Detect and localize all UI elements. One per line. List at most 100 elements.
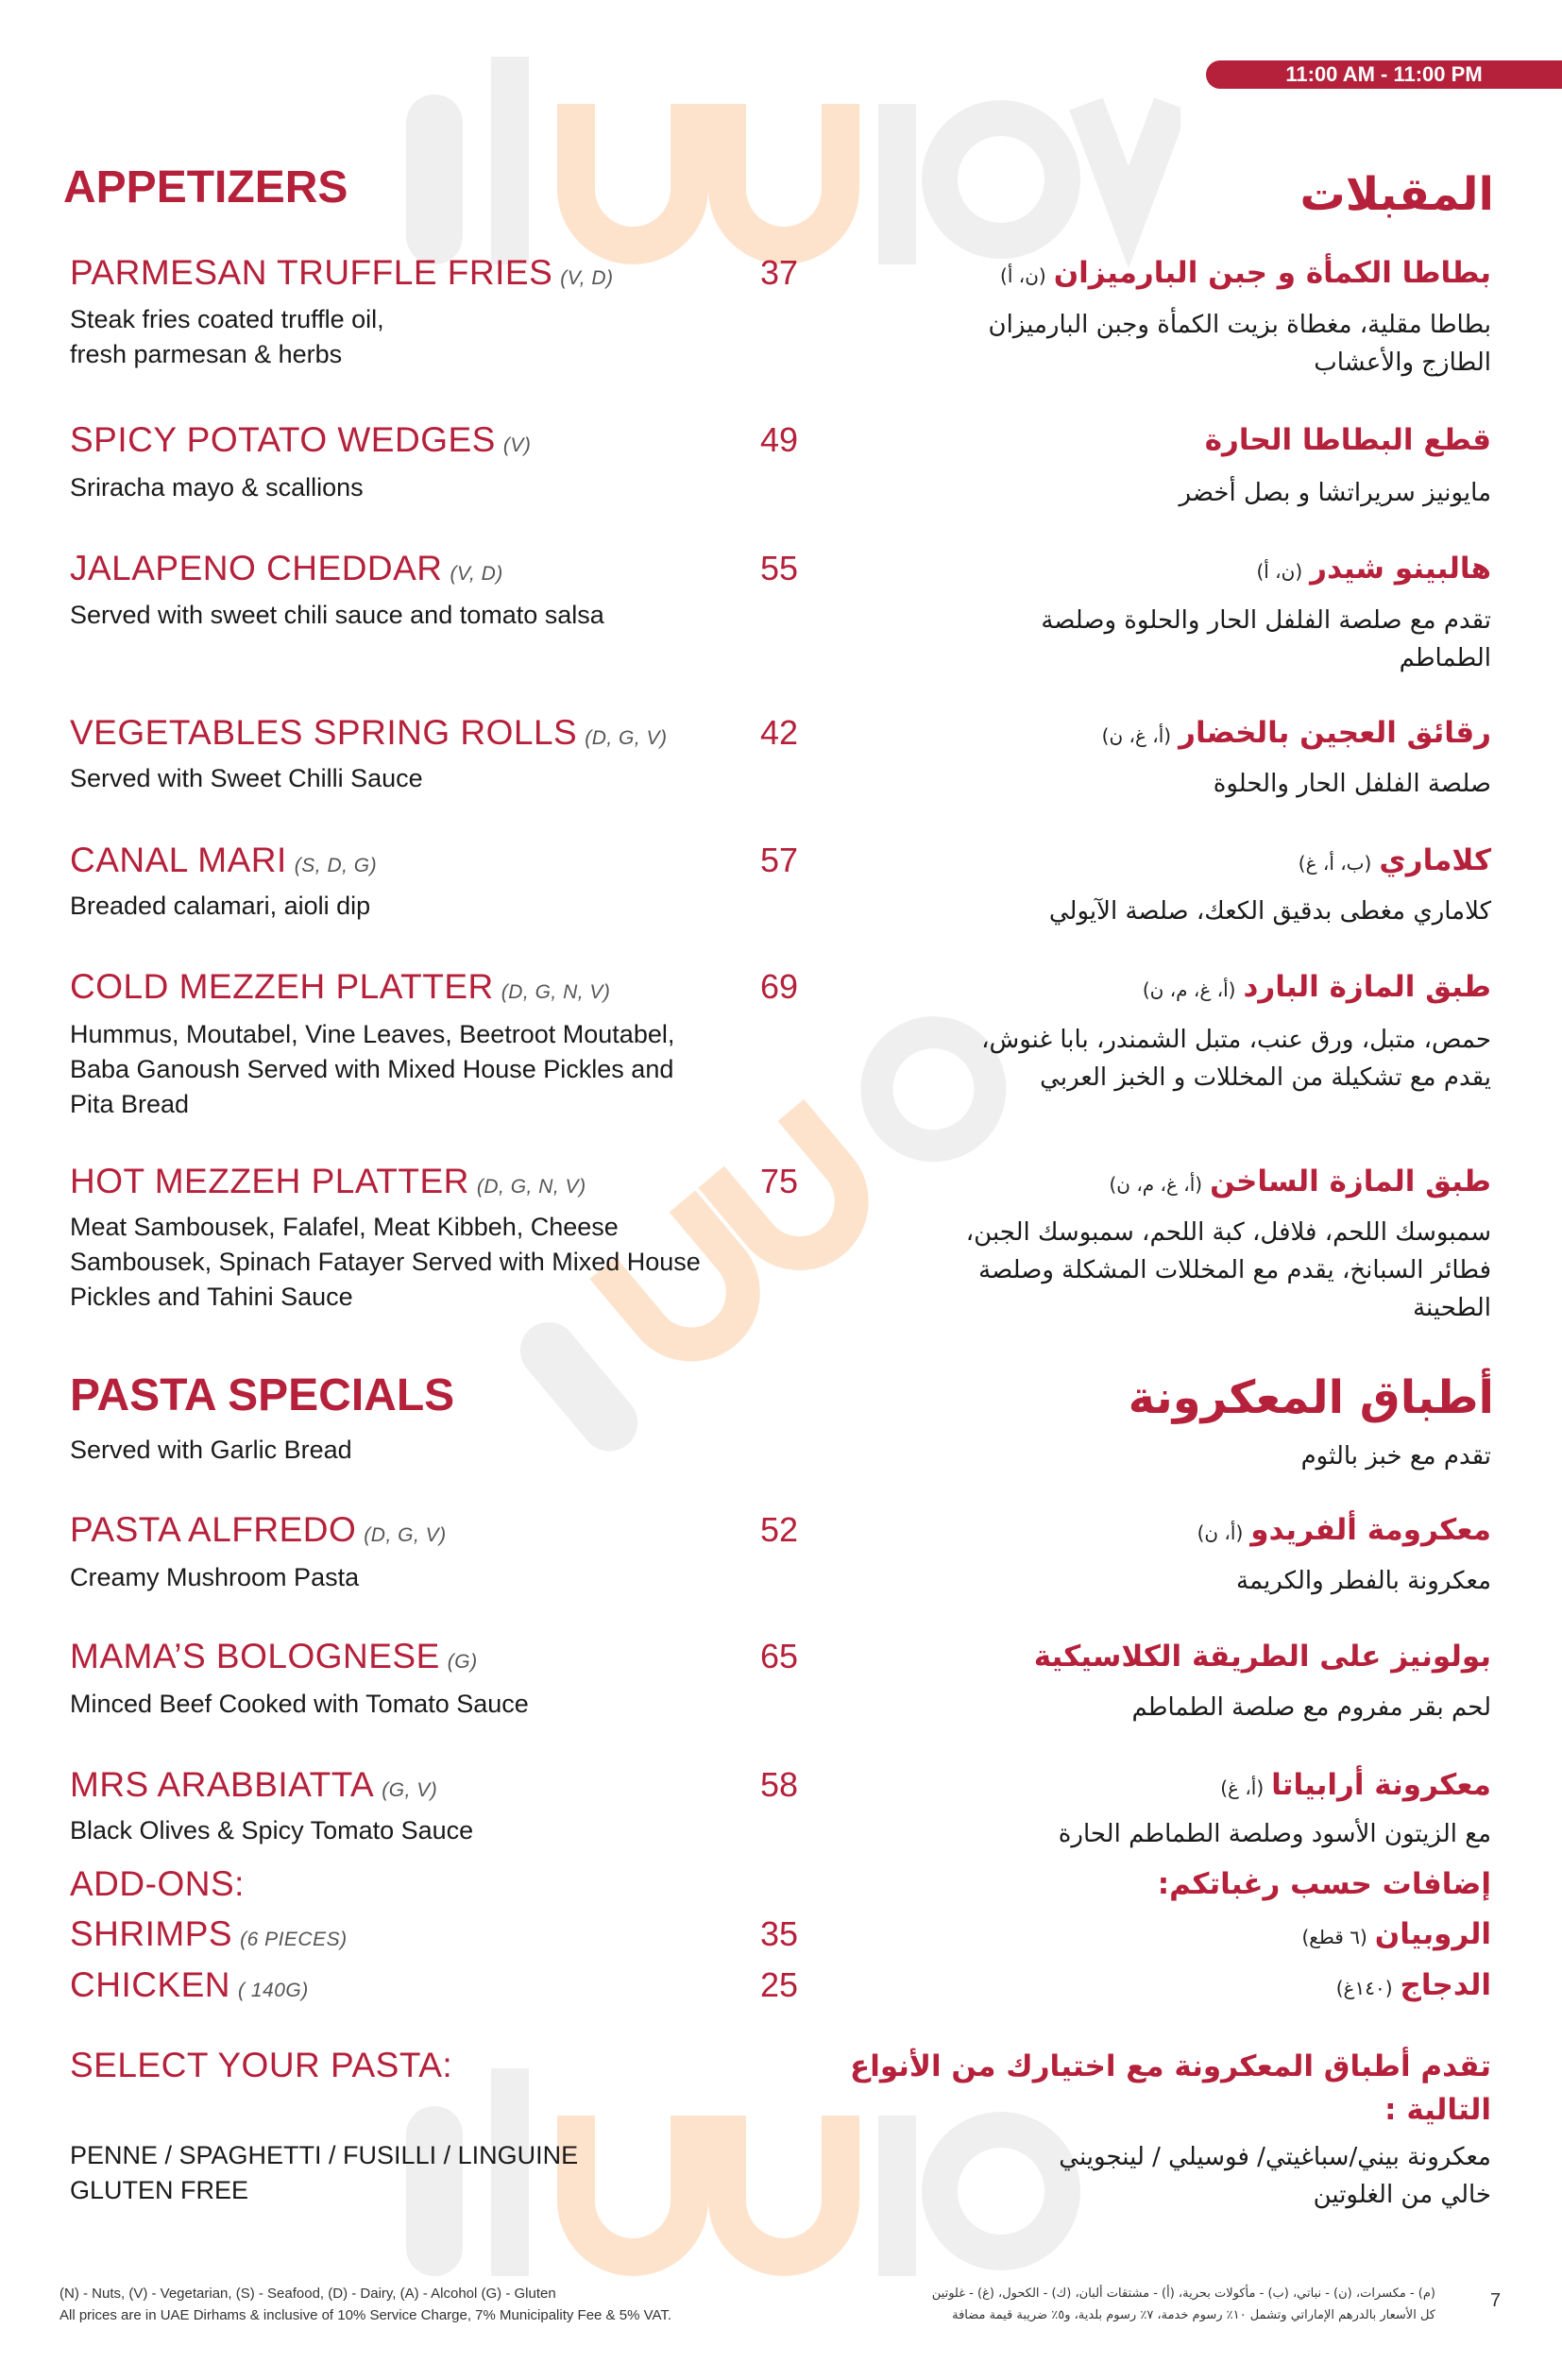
item-name-arabic: معكرونة أرابياتا (أ، غ) [1220, 1764, 1491, 1809]
item-description: Served with Sweet Chilli Sauce [70, 761, 423, 796]
item-description-arabic-line: فطائر السبانخ، يقدم مع المخللات المشكلة … [978, 1256, 1491, 1284]
dietary-tags: (D, G, V) [364, 1524, 447, 1546]
item-name-arabic-text: طبق المازة الساخن [1210, 1164, 1491, 1198]
footer-legend-arabic: (م) - مكسرات، (ن) - نباتي، (ب) - مأكولات… [932, 2283, 1435, 2326]
item-name-text: MAMA’S BOLOGNESE [70, 1637, 440, 1675]
item-description-arabic-line: بطاطا مقلية، مغطاة بزيت الكمأة وجبن البا… [988, 311, 1492, 339]
item-description-line: Minced Beef Cooked with Tomato Sauce [70, 1690, 529, 1718]
item-name-arabic-text: بطاطا الكمأة و جبن البارميزان [1053, 256, 1491, 290]
item-description: Black Olives & Spicy Tomato Sauce [70, 1813, 473, 1848]
item-name-arabic: بطاطا الكمأة و جبن البارميزان (ن، أ) [1000, 252, 1491, 297]
item-name-arabic: الروبيان (٦ قطع) [1301, 1913, 1491, 1958]
item-name-text: CHICKEN [70, 1965, 231, 2004]
pasta-option: GLUTEN FREE [70, 2176, 249, 2204]
item-description: Breaded calamari, aioli dip [70, 889, 370, 924]
item-description: Served with sweet chili sauce and tomato… [70, 598, 604, 633]
item-name-arabic: طبق المازة البارد (أ، غ، م، ن) [1143, 966, 1491, 1011]
item-description-line: Creamy Mushroom Pasta [70, 1563, 360, 1591]
item-name: MRS ARABBIATTA (G, V) [70, 1764, 437, 1811]
pasta-subtitle-arabic: تقدم مع خبز بالثوم [1300, 1442, 1491, 1470]
item-name-arabic-text: بولونيز على الطريقة الكلاسيكية [1033, 1640, 1491, 1674]
dietary-tags: (G) [447, 1651, 478, 1673]
item-description-line: Hummus, Moutabel, Vine Leaves, Beetroot … [70, 1020, 675, 1048]
item-name: HOT MEZZEH PLATTER (D, G, N, V) [70, 1161, 586, 1208]
item-description-arabic-line: الطحينة [1413, 1294, 1491, 1322]
item-description-arabic-line: صلصة الفلفل الحار والحلوة [1213, 770, 1491, 798]
item-description-line: Sriracha mayo & scallions [70, 473, 364, 502]
item-name-arabic-text: كلاماري [1379, 843, 1491, 877]
item-name-text: CANAL MARI [70, 841, 287, 879]
dietary-tags: (S, D, G) [294, 855, 378, 876]
item-name-arabic: الدجاج (١٤٠غ) [1336, 1964, 1491, 2009]
pasta-title: PASTA SPECIALS [70, 1370, 455, 1420]
item-description-arabic: معكرونة بالفطر والكريمة [1236, 1562, 1491, 1600]
item-price: 42 [759, 713, 798, 752]
addons-title-arabic: إضافات حسب رغباتكم: [1157, 1867, 1491, 1901]
item-name-arabic-text: هالبينو شيدر [1310, 552, 1491, 586]
item-name: COLD MEZZEH PLATTER (D, G, N, V) [70, 966, 610, 1013]
item-name: CHICKEN ( 140G) [70, 1964, 309, 2012]
item-name-arabic-text: الدجاج [1400, 1968, 1492, 2002]
dietary-tags-arabic: (أ، غ) [1220, 1776, 1265, 1799]
item-description-line: Pickles and Tahini Sauce [70, 1283, 353, 1311]
item-description-line: fresh parmesan & herbs [70, 340, 343, 368]
allergen-legend: (N) - Nuts, (V) - Vegetarian, (S) - Seaf… [59, 2286, 556, 2302]
dietary-tags: (D, G, N, V) [476, 1176, 586, 1198]
item-name-arabic: كلاماري (ب، أ، غ) [1299, 840, 1491, 884]
allergen-legend-arabic: (م) - مكسرات، (ن) - نباتي، (ب) - مأكولات… [931, 2286, 1435, 2301]
dietary-tags-arabic: (أ، غ، م، ن) [1109, 1173, 1203, 1196]
dietary-tags-arabic: (أ، ن) [1197, 1522, 1244, 1544]
item-name-text: PASTA ALFREDO [70, 1510, 357, 1549]
appetizers-title-arabic: المقبلات [1299, 168, 1494, 221]
item-description: Meat Sambousek, Falafel, Meat Kibbeh, Ch… [70, 1210, 701, 1315]
item-name: CANAL MARI (S, D, G) [70, 840, 377, 887]
item-name-arabic-text: معكرونة أرابياتا [1271, 1768, 1491, 1802]
item-name-text: PARMESAN TRUFFLE FRIES [70, 253, 553, 292]
page-number: 7 [1490, 2290, 1502, 2311]
dietary-tags: (G, V) [382, 1779, 438, 1801]
footer-legend: (N) - Nuts, (V) - Vegetarian, (S) - Seaf… [59, 2283, 671, 2326]
pasta-options: PENNE / SPAGHETTI / FUSILLI / LINGUINE G… [70, 2138, 578, 2208]
item-description-arabic: كلاماري مغطى بدقيق الكعك، صلصة الآيولي [1049, 892, 1491, 930]
addons-title: ADD-ONS: [70, 1864, 245, 1903]
item-price: 58 [759, 1765, 798, 1804]
item-description-line: Steak fries coated truffle oil, [70, 305, 384, 333]
item-description: Sriracha mayo & scallions [70, 470, 364, 505]
item-description: Hummus, Moutabel, Vine Leaves, Beetroot … [70, 1017, 674, 1122]
item-name-text: JALAPENO CHEDDAR [70, 549, 443, 587]
item-description-line: Served with sweet chili sauce and tomato… [70, 601, 604, 629]
item-description-line: Pita Bread [70, 1090, 190, 1118]
pasta-option-arabic: معكرونة بيني/سباغيتي/ فوسيلي / لينجويني [1059, 2143, 1491, 2171]
item-price: 75 [759, 1162, 798, 1200]
item-price: 52 [759, 1510, 798, 1549]
item-description-arabic: مايونيز سريراتشا و بصل أخضر [1179, 474, 1491, 512]
item-name-arabic-text: رقائق العجين بالخضار [1179, 716, 1491, 750]
item-price: 25 [759, 1965, 798, 2004]
dietary-tags-arabic: (٦ قطع) [1301, 1926, 1367, 1948]
select-pasta-title-arabic-line: تقدم أطباق المعكرونة مع اختيارك من الأنو… [850, 2049, 1491, 2083]
item-name-text: SPICY POTATO WEDGES [70, 420, 496, 459]
dietary-tags: (V) [502, 434, 532, 456]
item-price: 65 [759, 1637, 798, 1675]
dietary-tags: (D, G, N, V) [501, 981, 611, 1003]
appetizers-title: APPETIZERS [63, 162, 348, 212]
item-description-arabic: تقدم مع صلصة الفلفل الحار والحلوة وصلصة ا… [1041, 602, 1491, 677]
item-name-arabic: معكرومة ألفريدو (أ، ن) [1197, 1509, 1491, 1554]
item-name: PASTA ALFREDO (D, G, V) [70, 1509, 447, 1556]
pasta-option: PENNE / SPAGHETTI / FUSILLI / LINGUINE [70, 2141, 579, 2169]
item-name: MAMA’S BOLOGNESE (G) [70, 1636, 478, 1683]
item-price: 35 [759, 1914, 798, 1953]
item-name-text: COLD MEZZEH PLATTER [70, 967, 494, 1006]
dietary-tags: ( 140G) [238, 1980, 309, 2001]
item-name-arabic-text: قطع البطاطا الحارة [1204, 423, 1491, 457]
item-description-arabic: بطاطا مقلية، مغطاة بزيت الكمأة وجبن البا… [989, 306, 1492, 382]
item-price: 37 [759, 253, 798, 292]
dietary-tags-arabic: (أ، غ، م، ن) [1142, 978, 1236, 1001]
item-description-arabic-line: معكرونة بالفطر والكريمة [1236, 1567, 1491, 1595]
select-pasta-title: SELECT YOUR PASTA: [70, 2046, 453, 2084]
item-description-line: Meat Sambousek, Falafel, Meat Kibbeh, Ch… [70, 1213, 619, 1241]
item-description-arabic-line: سمبوسك اللحم، فلافل، كبة اللحم، سمبوسك ا… [965, 1218, 1491, 1247]
item-description-arabic-line: يقدم مع تشكيلة من المخللات و الخبز العرب… [1040, 1063, 1491, 1092]
item-description-arabic: صلصة الفلفل الحار والحلوة [1214, 765, 1491, 803]
pasta-title-arabic: أطباق المعكرونة [1128, 1371, 1494, 1424]
